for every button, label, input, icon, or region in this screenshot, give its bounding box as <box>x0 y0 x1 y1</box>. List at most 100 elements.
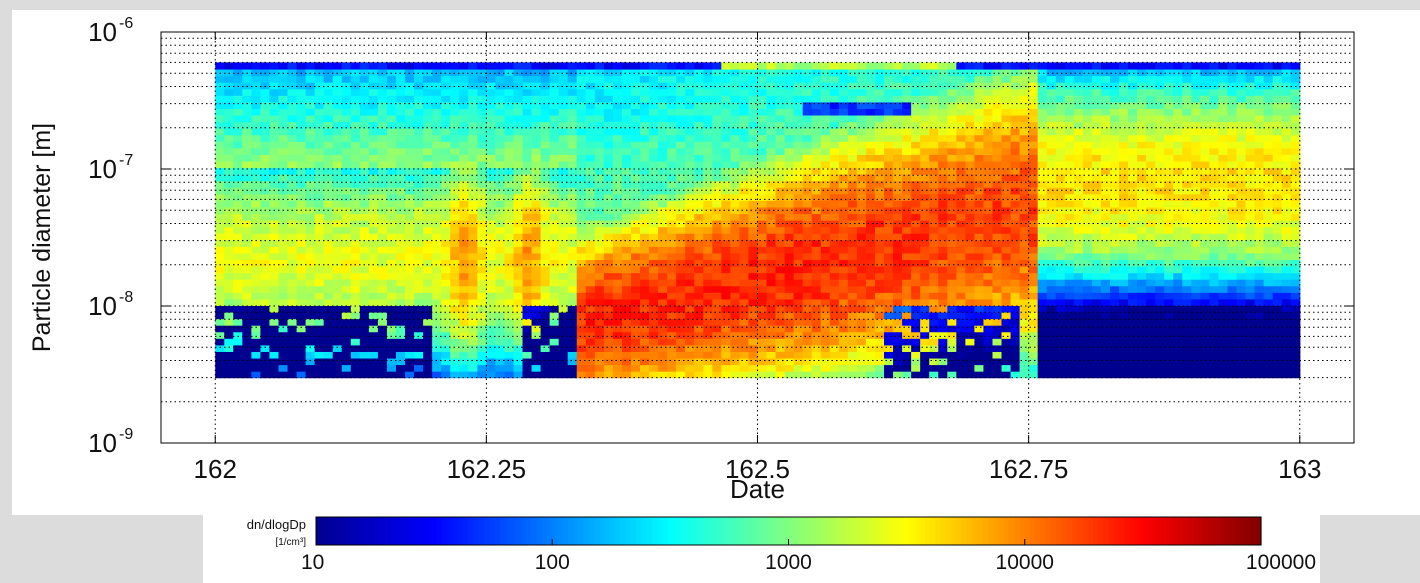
heatmap-cell <box>748 108 759 116</box>
heatmap-cell <box>395 141 406 149</box>
heatmap-cell <box>712 233 722 241</box>
heatmap-cell <box>983 364 994 372</box>
heatmap-cell <box>739 75 750 83</box>
heatmap-cell <box>377 325 388 333</box>
heatmap-cell <box>1082 213 1093 221</box>
heatmap-cell <box>513 101 524 109</box>
heatmap-cell <box>929 338 939 346</box>
heatmap-cell <box>386 174 397 182</box>
heatmap-cell <box>305 285 316 293</box>
heatmap-cell <box>585 134 596 142</box>
heatmap-cell <box>884 141 894 149</box>
heatmap-cell <box>1082 351 1093 359</box>
heatmap-cell <box>242 154 252 162</box>
heatmap-cell <box>432 121 442 129</box>
heatmap-cell <box>504 187 515 195</box>
heatmap-cell <box>486 311 496 320</box>
heatmap-cell <box>459 305 469 313</box>
heatmap-cell <box>829 298 840 306</box>
heatmap-cell <box>1091 279 1102 287</box>
heatmap-cell <box>829 292 840 300</box>
heatmap-cell <box>359 134 370 142</box>
heatmap-cell <box>359 364 370 372</box>
heatmap-cell <box>242 187 252 195</box>
heatmap-cell <box>676 364 686 372</box>
heatmap-cell <box>251 101 262 109</box>
heatmap-cell <box>1155 357 1165 366</box>
heatmap-cell <box>585 220 596 228</box>
heatmap-cell <box>278 246 289 254</box>
heatmap-cell <box>468 351 478 359</box>
heatmap-cell <box>1128 108 1138 116</box>
heatmap-cell <box>513 226 524 234</box>
heatmap-cell <box>938 147 948 155</box>
heatmap-cell <box>838 351 849 359</box>
heatmap-cell <box>612 147 623 155</box>
heatmap-cell <box>1001 305 1012 313</box>
heatmap-cell <box>260 62 271 70</box>
heatmap-cell <box>432 62 442 70</box>
heatmap-cell <box>658 285 668 293</box>
heatmap-cell <box>649 114 659 123</box>
heatmap-cell <box>1146 141 1156 149</box>
heatmap-cell <box>359 233 370 241</box>
heatmap-cell <box>386 311 397 320</box>
heatmap-cell <box>802 311 813 320</box>
heatmap-cell <box>938 239 948 247</box>
heatmap-cell <box>694 75 704 83</box>
heatmap-cell <box>224 187 234 195</box>
heatmap-cell <box>911 357 921 366</box>
heatmap-cell <box>468 318 478 326</box>
heatmap-cell <box>911 338 921 346</box>
heatmap-cell <box>224 285 234 293</box>
heatmap-cell <box>549 121 560 129</box>
heatmap-cell <box>1091 108 1102 116</box>
heatmap-cell <box>432 285 442 293</box>
heatmap-cell <box>305 252 316 261</box>
heatmap-cell <box>341 233 352 241</box>
heatmap-cell <box>332 213 343 221</box>
heatmap-cell <box>802 160 813 169</box>
heatmap-cell <box>585 285 596 293</box>
heatmap-cell <box>540 174 551 182</box>
heatmap-cell <box>911 75 921 83</box>
heatmap-cell <box>811 167 822 175</box>
heatmap-cell <box>847 88 858 96</box>
heatmap-cell <box>1019 239 1030 247</box>
heatmap-cell <box>531 344 542 352</box>
heatmap-cell <box>649 272 659 280</box>
heatmap-cell <box>242 167 252 175</box>
heatmap-cell <box>612 213 623 221</box>
heatmap-cell <box>1100 174 1111 182</box>
heatmap-cell <box>1146 265 1156 274</box>
heatmap-cell <box>884 174 894 182</box>
heatmap-cell <box>323 213 334 221</box>
heatmap-cell <box>965 62 976 70</box>
heatmap-cell <box>242 338 252 346</box>
heatmap-cell <box>260 167 271 175</box>
heatmap-cell <box>929 292 939 300</box>
heatmap-cell <box>603 338 614 346</box>
heatmap-cell <box>468 88 478 96</box>
heatmap-cell <box>1064 193 1075 201</box>
heatmap-cell <box>405 265 415 274</box>
heatmap-cell <box>1055 259 1066 267</box>
heatmap-cell <box>1137 88 1147 96</box>
heatmap-cell <box>1046 180 1057 188</box>
heatmap-cell <box>1055 239 1066 247</box>
heatmap-cell <box>811 233 822 241</box>
heatmap-cell <box>468 252 478 261</box>
heatmap-cell <box>522 180 533 188</box>
heatmap-cell <box>594 351 605 359</box>
heatmap-cell <box>305 311 316 320</box>
heatmap-cell <box>296 252 307 261</box>
heatmap-cell <box>748 351 759 359</box>
heatmap-cell <box>793 200 804 208</box>
heatmap-cell <box>1064 187 1075 195</box>
heatmap-cell <box>920 141 930 149</box>
heatmap-cell <box>558 75 569 83</box>
heatmap-cell <box>1001 101 1012 109</box>
heatmap-cell <box>1073 311 1084 320</box>
heatmap-cell <box>974 338 985 346</box>
heatmap-cell <box>640 180 650 188</box>
